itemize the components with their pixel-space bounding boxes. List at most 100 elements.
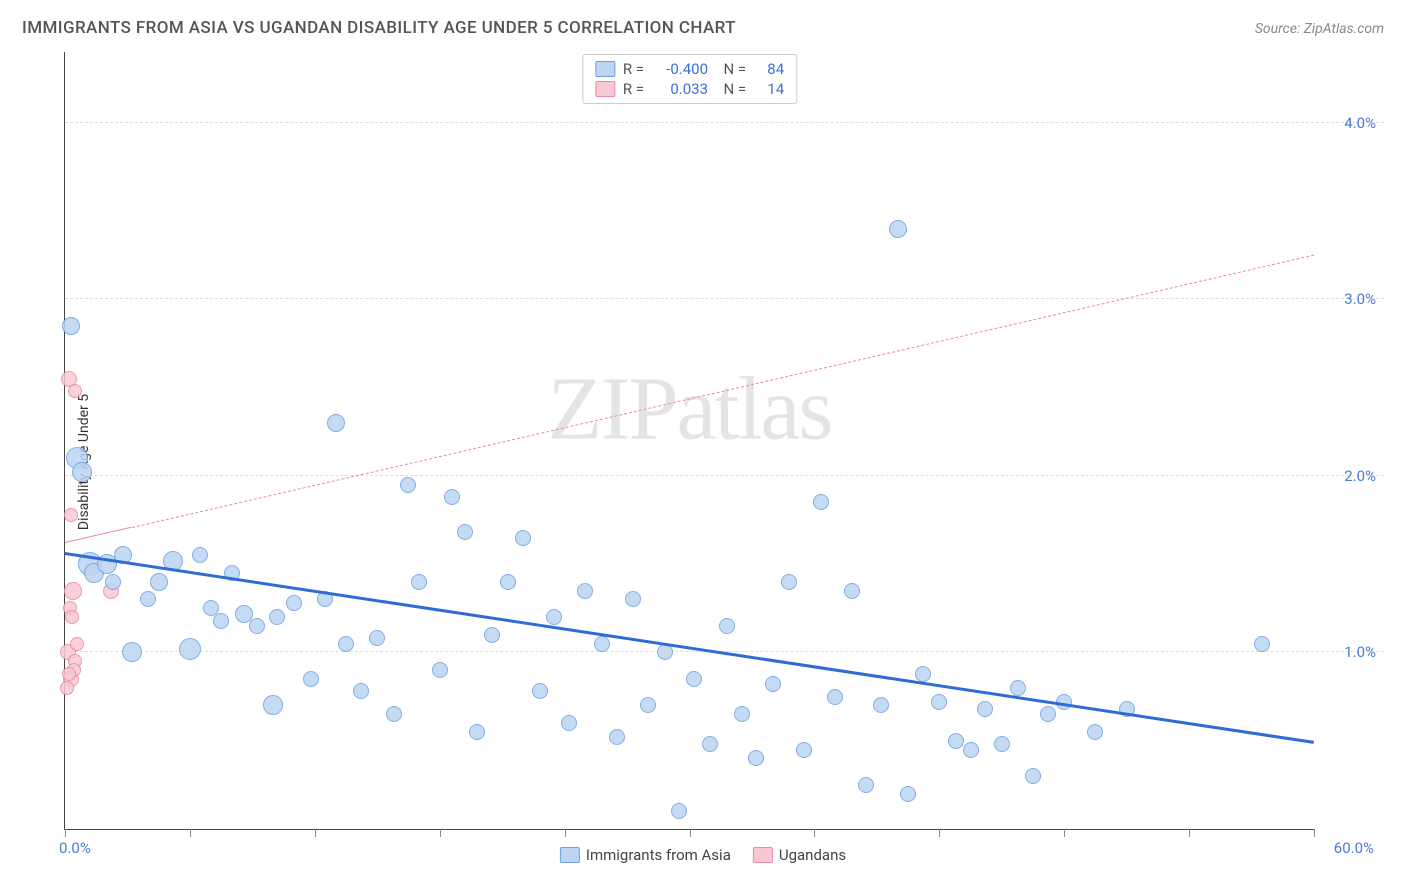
data-point <box>594 636 610 652</box>
data-point <box>179 638 201 660</box>
y-tick-label: 1.0% <box>1344 643 1376 661</box>
legend-swatch <box>595 81 615 97</box>
plot-region: ZIPatlas R = -0.400 N = 84R = 0.033 N = 14 1… <box>64 52 1314 830</box>
data-point <box>444 489 460 505</box>
data-point <box>948 733 964 749</box>
y-tick-label: 2.0% <box>1344 467 1376 485</box>
data-point <box>500 574 516 590</box>
legend-item: Immigrants from Asia <box>560 846 731 864</box>
data-point <box>765 676 781 692</box>
data-point <box>192 547 208 563</box>
data-point <box>994 736 1010 752</box>
x-tick <box>1064 829 1065 837</box>
data-point <box>889 220 907 238</box>
data-point <box>64 582 82 600</box>
x-tick <box>440 829 441 837</box>
data-point <box>327 414 345 432</box>
stats-legend-row: R = -0.400 N = 84 <box>595 59 784 79</box>
data-point <box>781 574 797 590</box>
data-point <box>532 683 548 699</box>
data-point <box>62 667 76 681</box>
x-max-label: 60.0% <box>1334 839 1374 857</box>
data-point <box>1040 706 1056 722</box>
data-point <box>719 618 735 634</box>
data-point <box>546 609 562 625</box>
data-point <box>844 583 860 599</box>
data-point <box>122 642 142 662</box>
data-point <box>249 618 265 634</box>
x-tick <box>1189 829 1190 837</box>
y-tick-label: 4.0% <box>1344 114 1376 132</box>
trend-line <box>131 254 1314 527</box>
data-point <box>64 508 78 522</box>
legend-swatch <box>595 61 615 77</box>
x-tick <box>190 829 191 837</box>
data-point <box>734 706 750 722</box>
legend-label: Immigrants from Asia <box>586 846 731 864</box>
data-point <box>140 591 156 607</box>
series-legend: Immigrants from Asia Ugandans <box>560 846 846 864</box>
stat-n-value: 84 <box>754 60 784 78</box>
stat-r-label: R = <box>623 60 644 78</box>
data-point <box>105 574 121 590</box>
gridline <box>65 475 1384 476</box>
data-point <box>400 477 416 493</box>
x-tick <box>939 829 940 837</box>
data-point <box>65 610 79 624</box>
data-point <box>931 694 947 710</box>
data-point <box>353 683 369 699</box>
data-point <box>70 637 84 651</box>
watermark: ZIPatlas <box>548 358 832 461</box>
stat-r-value: -0.400 <box>652 60 708 78</box>
trend-line <box>65 552 1314 744</box>
data-point <box>1010 680 1026 696</box>
data-point <box>561 715 577 731</box>
data-point <box>977 701 993 717</box>
legend-label: Ugandans <box>779 846 846 864</box>
x-tick <box>1314 829 1315 837</box>
data-point <box>858 777 874 793</box>
data-point <box>411 574 427 590</box>
chart-area: Disability Age Under 5 ZIPatlas R =-0.40… <box>22 52 1384 872</box>
data-point <box>263 695 283 715</box>
data-point <box>62 317 80 335</box>
data-point <box>515 530 531 546</box>
x-tick <box>814 829 815 837</box>
data-point <box>1087 724 1103 740</box>
stat-r-value: 0.033 <box>652 80 708 98</box>
data-point <box>609 729 625 745</box>
stat-n-label: N = <box>716 80 746 98</box>
gridline <box>65 298 1384 299</box>
chart-title: IMMIGRANTS FROM ASIA VS UGANDAN DISABILI… <box>22 18 736 38</box>
stat-n-label: N = <box>716 60 746 78</box>
x-tick <box>65 829 66 837</box>
legend-swatch <box>753 847 773 863</box>
data-point <box>150 573 168 591</box>
data-point <box>72 462 92 482</box>
data-point <box>1254 636 1270 652</box>
trend-line <box>65 527 132 543</box>
data-point <box>60 681 74 695</box>
data-point <box>827 689 843 705</box>
stat-n-value: 14 <box>754 80 784 98</box>
x-min-label: 0.0% <box>59 839 91 857</box>
data-point <box>1025 768 1041 784</box>
gridline <box>65 122 1384 123</box>
data-point <box>432 662 448 678</box>
data-point <box>702 736 718 752</box>
stats-legend: R = -0.400 N = 84R = 0.033 N = 14 <box>582 54 797 104</box>
data-point <box>686 671 702 687</box>
data-point <box>873 697 889 713</box>
data-point <box>625 591 641 607</box>
x-tick <box>565 829 566 837</box>
data-point <box>915 666 931 682</box>
x-tick <box>690 829 691 837</box>
data-point <box>338 636 354 652</box>
x-tick <box>315 829 316 837</box>
data-point <box>900 786 916 802</box>
data-point <box>369 630 385 646</box>
data-point <box>813 494 829 510</box>
data-point <box>386 706 402 722</box>
data-point <box>671 803 687 819</box>
data-point <box>68 384 82 398</box>
